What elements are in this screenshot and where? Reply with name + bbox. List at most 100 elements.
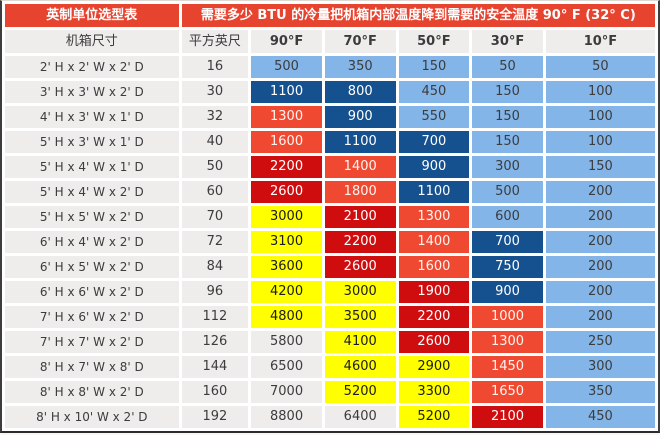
btu-value-cell: 1300 [398, 206, 470, 228]
cabinet-size-cell: 5' H x 4' W x 1' D [5, 156, 179, 178]
btu-value-cell: 5800 [251, 331, 322, 353]
column-header-6: 10°F [545, 30, 655, 53]
btu-value-cell: 1300 [472, 331, 543, 353]
btu-value-cell: 100 [545, 131, 655, 153]
btu-value-cell: 1100 [324, 131, 396, 153]
btu-value-cell: 4800 [251, 306, 322, 328]
btu-value-cell: 1400 [324, 156, 396, 178]
btu-value-cell: 500 [251, 56, 322, 78]
btu-value-cell: 5200 [398, 406, 470, 428]
cabinet-size-cell: 5' H x 5' W x 2' D [5, 206, 179, 228]
btu-value-cell: 8800 [251, 406, 322, 428]
table-row: 5' H x 4' W x 2' D 60 2600 1800 1100 500 200 [5, 181, 655, 203]
btu-value-cell: 150 [398, 56, 470, 78]
btu-value-cell: 50 [472, 56, 543, 78]
btu-value-cell: 750 [472, 256, 543, 278]
btu-value-cell: 550 [398, 106, 470, 128]
btu-value-cell: 100 [545, 81, 655, 103]
square-feet-cell: 72 [181, 231, 249, 253]
btu-value-cell: 1400 [398, 231, 470, 253]
cabinet-size-cell: 7' H x 7' W x 2' D [5, 331, 179, 353]
btu-value-cell: 3100 [251, 231, 322, 253]
table-row: 6' H x 4' W x 2' D 72 3100 2200 1400 700 200 [5, 231, 655, 253]
btu-value-cell: 2600 [324, 256, 396, 278]
column-header-1: 平方英尺 [181, 30, 249, 53]
cabinet-size-cell: 5' H x 3' W x 1' D [5, 131, 179, 153]
btu-value-cell: 1600 [398, 256, 470, 278]
btu-value-cell: 250 [545, 331, 655, 353]
square-feet-cell: 84 [181, 256, 249, 278]
btu-value-cell: 2600 [251, 181, 322, 203]
btu-value-cell: 800 [324, 81, 396, 103]
btu-value-cell: 300 [472, 156, 543, 178]
btu-value-cell: 150 [472, 106, 543, 128]
square-feet-cell: 96 [181, 281, 249, 303]
column-header-2: 90°F [251, 30, 322, 53]
square-feet-cell: 60 [181, 181, 249, 203]
btu-value-cell: 200 [545, 281, 655, 303]
btu-value-cell: 5200 [324, 381, 396, 403]
btu-value-cell: 3500 [324, 306, 396, 328]
square-feet-cell: 40 [181, 131, 249, 153]
btu-value-cell: 3300 [398, 381, 470, 403]
btu-value-cell: 1100 [398, 181, 470, 203]
square-feet-cell: 70 [181, 206, 249, 228]
btu-value-cell: 900 [398, 156, 470, 178]
btu-value-cell: 4600 [324, 356, 396, 378]
btu-value-cell: 3000 [251, 206, 322, 228]
btu-value-cell: 3600 [251, 256, 322, 278]
btu-value-cell: 200 [545, 231, 655, 253]
btu-value-cell: 300 [545, 356, 655, 378]
cabinet-size-cell: 6' H x 5' W x 2' D [5, 256, 179, 278]
btu-value-cell: 100 [545, 106, 655, 128]
square-feet-cell: 30 [181, 81, 249, 103]
table-row: 5' H x 5' W x 2' D 70 3000 2100 1300 600 200 [5, 206, 655, 228]
table-row: 3' H x 3' W x 2' D 30 1100 800 450 150 100 [5, 81, 655, 103]
square-feet-cell: 112 [181, 306, 249, 328]
cabinet-size-cell: 8' H x 7' W x 8' D [5, 356, 179, 378]
btu-value-cell: 4200 [251, 281, 322, 303]
btu-value-cell: 3000 [324, 281, 396, 303]
cabinet-size-cell: 6' H x 4' W x 2' D [5, 231, 179, 253]
btu-value-cell: 150 [472, 131, 543, 153]
btu-value-cell: 2100 [324, 206, 396, 228]
table-row: 6' H x 6' W x 2' D 96 4200 3000 1900 900 200 [5, 281, 655, 303]
btu-value-cell: 4100 [324, 331, 396, 353]
column-header-row: 机箱尺寸 平方英尺 90°F 70°F 50°F 30°F 10°F [5, 30, 655, 53]
btu-value-cell: 2200 [398, 306, 470, 328]
btu-value-cell: 150 [472, 81, 543, 103]
table-row: 5' H x 4' W x 1' D 50 2200 1400 900 300 150 [5, 156, 655, 178]
btu-value-cell: 600 [472, 206, 543, 228]
square-feet-cell: 16 [181, 56, 249, 78]
square-feet-cell: 32 [181, 106, 249, 128]
table-row: 8' H x 10' W x 2' D 192 8800 6400 5200 2100 45… [5, 406, 655, 428]
btu-value-cell: 1000 [472, 306, 543, 328]
column-header-5: 30°F [472, 30, 543, 53]
btu-value-cell: 1300 [251, 106, 322, 128]
table-row: 6' H x 5' W x 2' D 84 3600 2600 1600 750 200 [5, 256, 655, 278]
btu-value-cell: 2200 [251, 156, 322, 178]
cabinet-size-cell: 8' H x 10' W x 2' D [5, 406, 179, 428]
table-row: 8' H x 8' W x 2' D 160 7000 5200 3300 1650 350 [5, 381, 655, 403]
cabinet-size-cell: 3' H x 3' W x 2' D [5, 81, 179, 103]
btu-value-cell: 200 [545, 206, 655, 228]
btu-value-cell: 500 [472, 181, 543, 203]
table-row: 5' H x 3' W x 1' D 40 1600 1100 700 150 100 [5, 131, 655, 153]
square-feet-cell: 126 [181, 331, 249, 353]
btu-value-cell: 2900 [398, 356, 470, 378]
btu-value-cell: 200 [545, 181, 655, 203]
square-feet-cell: 50 [181, 156, 249, 178]
cabinet-size-cell: 8' H x 8' W x 2' D [5, 381, 179, 403]
btu-value-cell: 50 [545, 56, 655, 78]
corner-title: 英制单位选型表 [5, 4, 179, 27]
btu-value-cell: 1100 [251, 81, 322, 103]
column-header-4: 50°F [398, 30, 470, 53]
cabinet-size-cell: 2' H x 2' W x 2' D [5, 56, 179, 78]
cabinet-size-cell: 4' H x 3' W x 1' D [5, 106, 179, 128]
square-feet-cell: 192 [181, 406, 249, 428]
btu-value-cell: 700 [472, 231, 543, 253]
table-row: 4' H x 3' W x 1' D 32 1300 900 550 150 100 [5, 106, 655, 128]
btu-value-cell: 350 [324, 56, 396, 78]
